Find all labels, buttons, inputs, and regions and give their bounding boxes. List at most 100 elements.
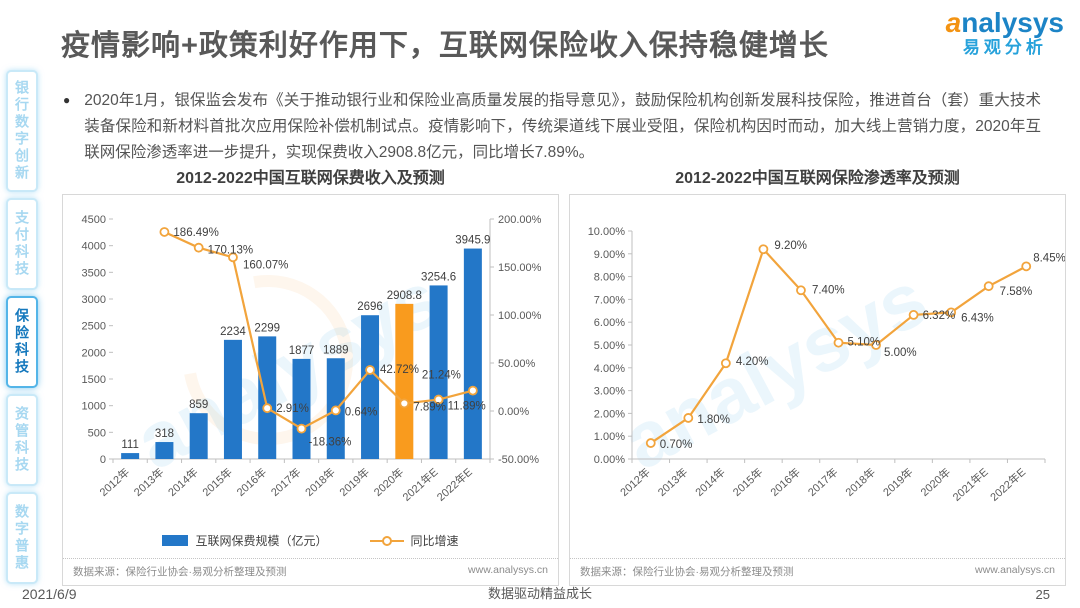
legend-line-label: 同比增速 <box>410 534 459 548</box>
legend-item-bar: 互联网保费规模（亿元） <box>162 532 328 549</box>
premium-chart-legend: 互联网保费规模（亿元） 同比增速 <box>63 532 558 549</box>
bar-2019年 <box>361 315 380 459</box>
line-marker-8 <box>946 307 957 318</box>
charts-row: 2012-2022中国互联网保费收入及预测 analysys 0 500 1000 1… <box>62 168 1066 586</box>
logo-brand-cn: 易观分析 <box>962 37 1047 57</box>
footer-date: 2021/6/9 <box>22 586 77 602</box>
bar-value-label: 3945.9 <box>455 235 490 247</box>
bar-2012年 <box>121 453 140 459</box>
penetration-chart-source-row: 数据来源：保险行业协会·易观分析整理及预测 www.analysys.cn <box>570 558 1065 585</box>
x-tick-label: 2019年 <box>336 465 372 499</box>
line-value-label: 160.07% <box>243 259 288 271</box>
line-marker-2 <box>193 242 204 253</box>
sidebar-item-insurance-tech[interactable]: 保险科技 <box>6 296 38 388</box>
line-marker-10 <box>1021 261 1032 272</box>
source-text: 数据来源：保险行业协会·易观分析整理及预测 <box>580 566 794 578</box>
summary-paragraph: ● 2020年1月，银保监会发布《关于推动银行业和保险业高质量发展的指导意见》，… <box>63 88 1041 166</box>
left-axis-tick: 0 <box>100 454 106 466</box>
x-tick-label: 2015年 <box>730 465 766 499</box>
line-marker-3 <box>228 252 238 263</box>
sidebar-item-payment-tech[interactable]: 支付科技 <box>6 198 38 290</box>
left-axis-tick: 500 <box>88 427 106 439</box>
bar-2021年E <box>429 285 448 459</box>
premium-chart-svg: 0 500 1000 1500 2000 2500 3000 3500 4000 4500 -50.… <box>82 214 542 504</box>
x-tick-label: 2020年 <box>917 465 953 499</box>
bar-2020年 <box>395 303 414 459</box>
left-axis-tick: 3.00% <box>594 386 625 398</box>
x-tick-label: 2018年 <box>302 465 338 499</box>
penetration-chart-block: 2012-2022中国互联网保险渗透率及预测 analysys 0.00% 1.0… <box>569 168 1066 586</box>
bar-value-label: 859 <box>189 399 208 411</box>
penetration-chart-panel: analysys 0.00% 1.00% 2.00% 3.00% 4.00% 5.00% 6… <box>569 194 1066 586</box>
bar-2014年 <box>189 413 208 459</box>
page-title: 疫情影响+政策利好作用下，互联网保险收入保持稳健增长 <box>61 30 829 62</box>
line-marker-4 <box>796 285 806 296</box>
bar-value-label: 2299 <box>254 322 280 334</box>
left-axis-tick: 6.00% <box>594 317 625 329</box>
page-number: 25 <box>1035 587 1050 602</box>
line-marker-7 <box>365 365 375 375</box>
left-axis-tick: 9.00% <box>594 249 625 261</box>
left-axis-tick: 1500 <box>82 374 106 386</box>
sidebar-item-banking-digital[interactable]: 银行数字创新 <box>6 70 38 192</box>
left-axis-tick: 2.00% <box>594 408 625 420</box>
right-axis-tick: 0.00% <box>498 406 529 418</box>
line-value-label: 5.00% <box>884 347 917 359</box>
x-tick-label: 2013年 <box>131 465 167 499</box>
premium-chart-source-row: 数据来源：保险行业协会·易观分析整理及预测 www.analysys.cn <box>63 558 558 585</box>
sidebar-item-digital-inclusion[interactable]: 数字普惠 <box>6 492 38 584</box>
bar-value-label: 3254.6 <box>421 271 456 283</box>
right-axis-tick: 150.00% <box>498 262 542 274</box>
line-marker-1 <box>683 413 694 423</box>
bar-value-label: 2234 <box>220 326 246 338</box>
bar-2022年E <box>463 248 482 459</box>
x-tick-label: 2022年E <box>987 465 1028 504</box>
bar-value-label: 111 <box>121 439 138 451</box>
left-axis-tick: 4000 <box>82 241 106 253</box>
line-marker-6 <box>330 405 341 416</box>
line-marker-10 <box>467 385 478 396</box>
left-axis-tick: 2000 <box>82 347 106 359</box>
left-axis-tick: 8.00% <box>594 272 625 284</box>
analysys-url-link[interactable]: www.analysys.cn <box>975 564 1055 576</box>
line-value-label: 7.89% <box>413 401 446 413</box>
line-marker-7 <box>908 310 919 320</box>
left-axis-tick: 10.00% <box>588 226 626 238</box>
line-value-label: 4.20% <box>736 356 769 368</box>
line-value-label: 186.49% <box>173 227 218 239</box>
right-axis-tick: 200.00% <box>498 214 542 226</box>
line-value-label: 6.43% <box>961 312 994 324</box>
left-axis-tick: 1000 <box>82 401 106 413</box>
bar-value-label: 318 <box>155 428 174 440</box>
line-value-label: 0.64% <box>345 406 378 418</box>
analysys-url-link[interactable]: www.analysys.cn <box>468 564 548 576</box>
line-marker-9 <box>433 394 444 405</box>
line-value-label: 0.70% <box>660 439 693 451</box>
line-value-label: 170.13% <box>208 245 253 257</box>
x-tick-label: 2012年 <box>96 465 132 499</box>
line-marker-9 <box>983 281 994 292</box>
x-tick-label: 2017年 <box>805 465 841 499</box>
penetration-chart-svg: 0.00% 1.00% 2.00% 3.00% 4.00% 5.00% 6.00% 7.00%… <box>588 226 1065 504</box>
x-tick-label: 2014年 <box>165 465 201 499</box>
left-axis-tick: 4.00% <box>594 363 625 375</box>
x-tick-label: 2016年 <box>767 465 803 499</box>
line-marker-2 <box>720 358 731 369</box>
bullet-icon: ● <box>63 93 71 107</box>
bar-value-label: 1889 <box>323 344 349 356</box>
left-axis-tick: 4500 <box>82 214 106 226</box>
line-marker-1 <box>159 227 170 237</box>
footer-tagline: 数据驱动精益成长 <box>487 586 592 601</box>
penetration-chart-title: 2012-2022中国互联网保险渗透率及预测 <box>675 170 960 187</box>
legend-item-line: 同比增速 <box>369 532 459 549</box>
bar-2016年 <box>258 336 277 459</box>
x-tick-label: 2018年 <box>842 465 878 499</box>
left-axis-tick: 2500 <box>82 321 106 333</box>
right-axis-tick: 100.00% <box>498 310 542 322</box>
line-marker-5 <box>296 423 307 434</box>
line-marker-4 <box>262 403 273 414</box>
line-value-label: 8.45% <box>1033 252 1065 264</box>
sidebar-item-asset-mgmt-tech[interactable]: 资管科技 <box>6 394 38 486</box>
line-marker-8 <box>399 398 410 409</box>
premium-chart-block: 2012-2022中国互联网保费收入及预测 analysys 0 500 1000 1… <box>62 168 559 586</box>
